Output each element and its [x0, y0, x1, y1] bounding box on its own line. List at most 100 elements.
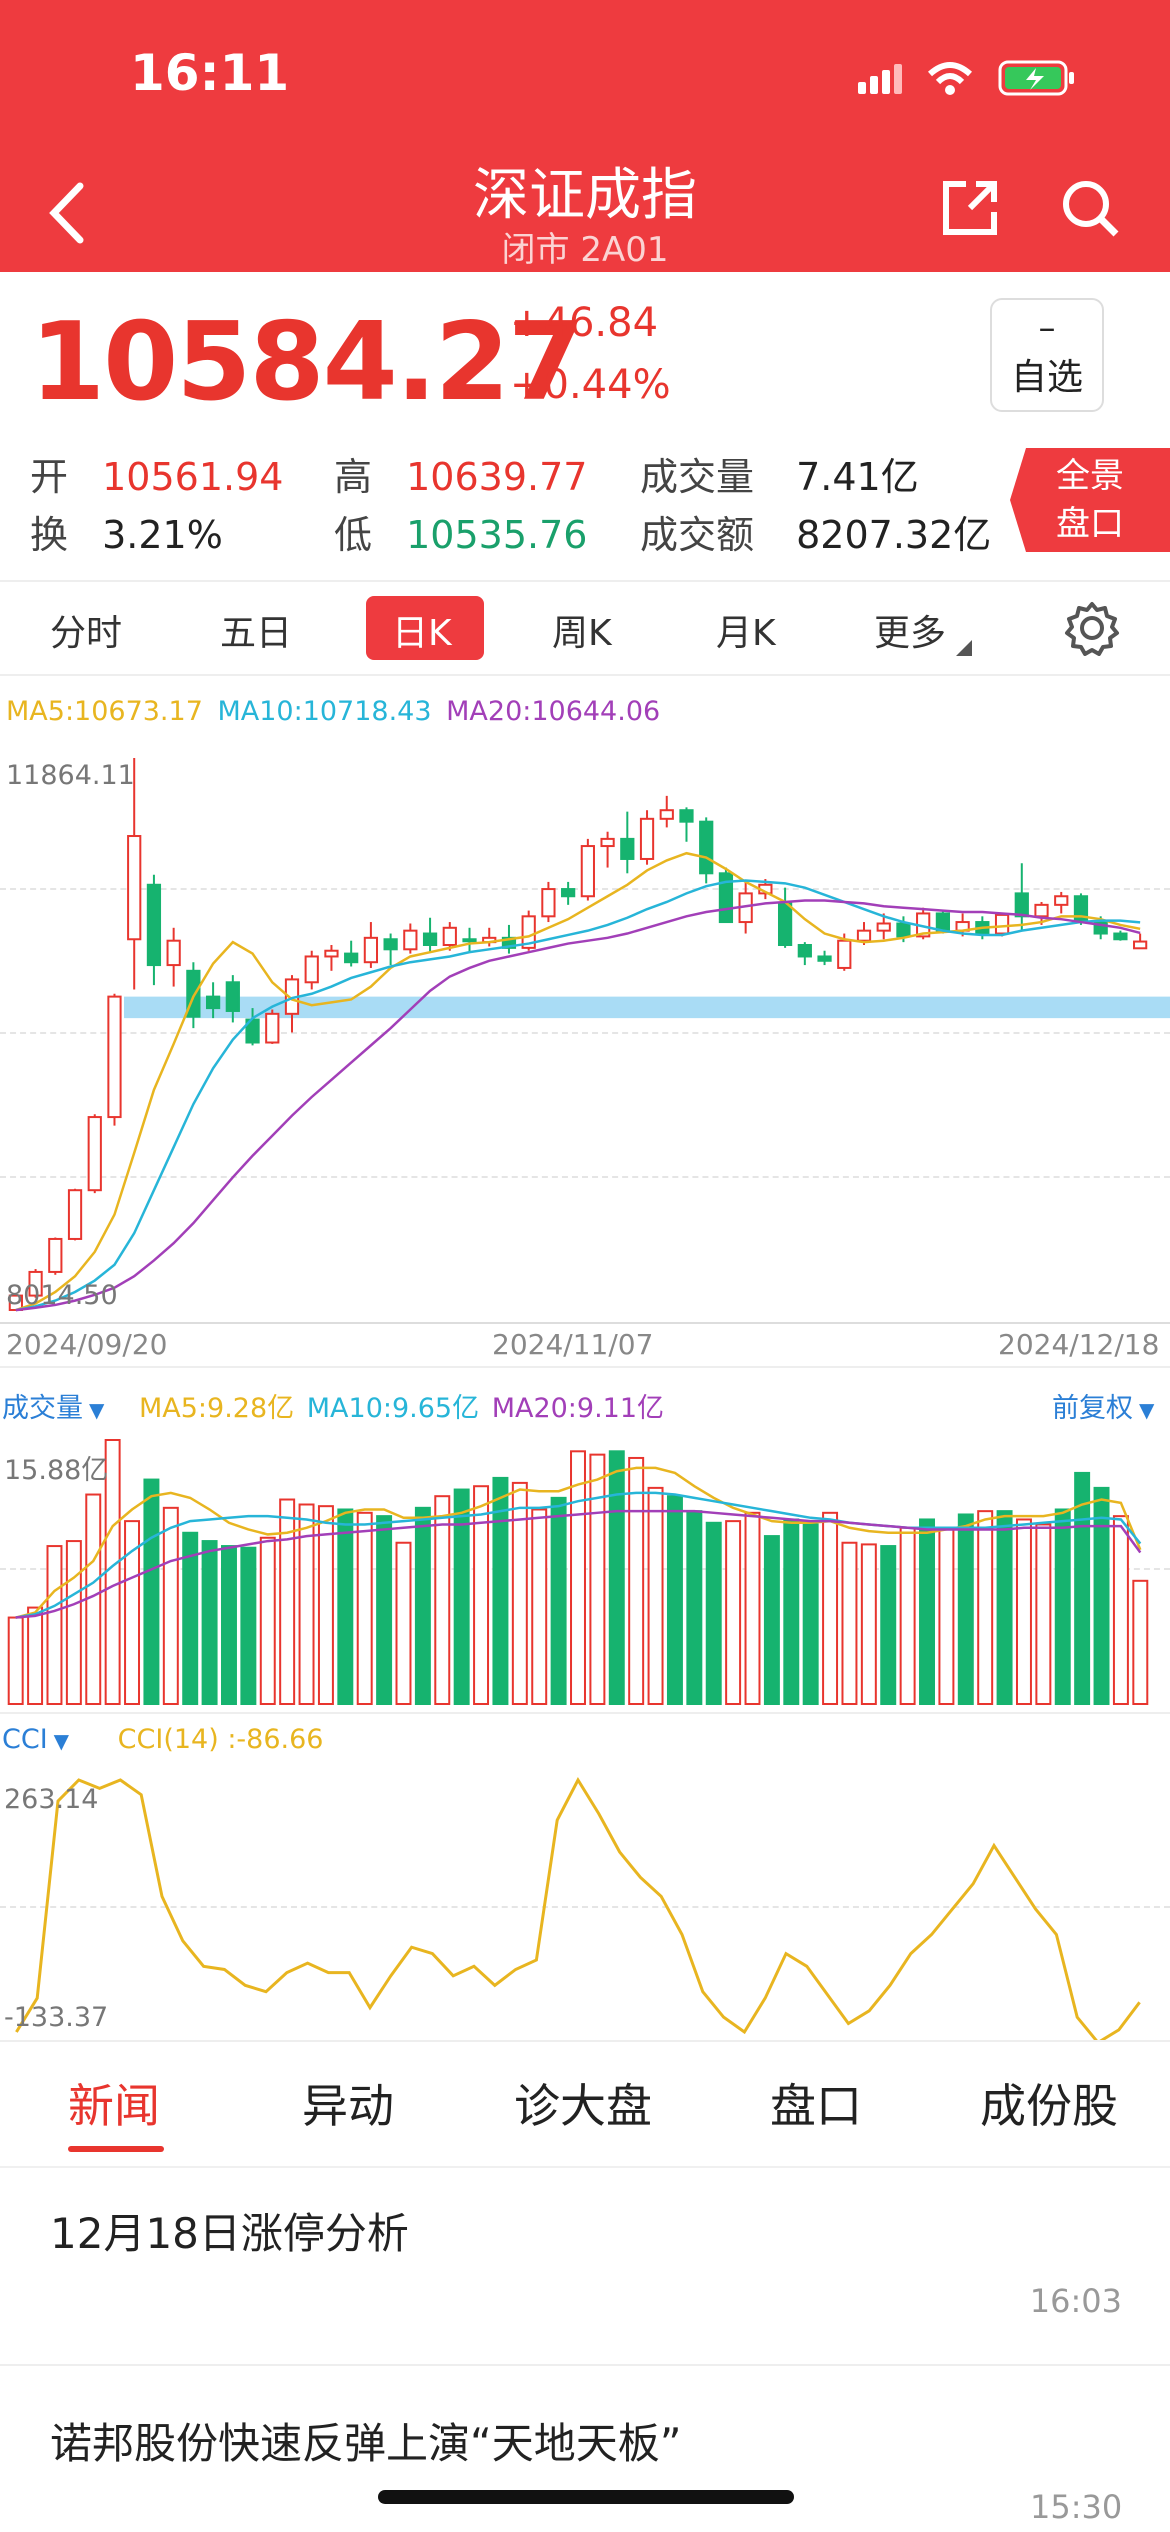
volume-bar [880, 1545, 897, 1705]
share-button[interactable] [940, 178, 1000, 238]
vol-ma20-legend: MA20:9.11亿 [491, 1393, 665, 1424]
volume-bar [725, 1520, 742, 1705]
tab-intraday[interactable]: 分时 [50, 613, 123, 654]
candle-body [856, 929, 872, 942]
tab-weekly-k[interactable]: 周K [552, 613, 612, 654]
tab-constituents[interactable]: 成份股 [980, 2079, 1118, 2133]
volume-chart[interactable]: 15.88亿 [0, 1436, 1170, 1706]
cci-selector[interactable]: CCI [2, 1724, 48, 1755]
vol_ma10-line [15, 1491, 1142, 1619]
cci-svg [15, 1776, 1141, 2040]
vol_ma20-line [15, 1509, 1142, 1619]
market-status: 闭市 2A01 [501, 230, 669, 270]
app-header: 16:11 深证成指 闭市 2A01 [0, 0, 1170, 272]
panorama-line2: 盘口 [1056, 504, 1124, 544]
volume-bar [453, 1488, 470, 1705]
high-value: 10639.77 [406, 455, 588, 499]
x-label-mid: 2024/11/07 [492, 1328, 654, 1361]
active-tab-underline [68, 2146, 164, 2152]
volume-bar [1054, 1508, 1071, 1705]
panorama-line1: 全景 [1056, 456, 1124, 496]
candle-body [659, 809, 674, 820]
status-icons [850, 56, 1090, 96]
candle-body [422, 932, 438, 946]
tab-five-day[interactable]: 五日 [220, 613, 293, 654]
candle-body [777, 902, 793, 946]
volume-bar [570, 1450, 586, 1706]
volume-svg [7, 1439, 1149, 1706]
volume-bar [744, 1511, 761, 1706]
news-item-title[interactable]: 诺邦股份快速反弹上演“天地天板” [50, 2419, 682, 2468]
volume-bar [473, 1485, 490, 1705]
kline-svg [8, 758, 1170, 1312]
candle-body [1113, 932, 1128, 941]
candle-body [462, 938, 477, 943]
y-max-label: 11864.11 [6, 760, 135, 791]
gridline [0, 1032, 1170, 1034]
divider [0, 1366, 1170, 1368]
tab-daily-k[interactable]: 日K [392, 613, 452, 654]
volume-legend: 成交量 ▼ MA5:9.28亿 MA10:9.65亿 MA20:9.11亿 [2, 1386, 664, 1425]
volume-bar [317, 1505, 334, 1705]
news-item-time: 16:03 [1029, 2282, 1122, 2320]
candle-body [541, 888, 556, 918]
open-row: 开 10561.94 [30, 446, 283, 501]
candle-body [363, 936, 379, 964]
volume-bar [27, 1606, 44, 1705]
candle-body [127, 835, 142, 941]
candle-body [1034, 903, 1049, 918]
x-label-start: 2024/09/20 [6, 1328, 168, 1361]
cci-line [15, 1776, 1141, 2040]
volume-bar [434, 1495, 451, 1705]
volume-bar [492, 1476, 509, 1705]
chevron-left-icon [49, 182, 84, 244]
candle-body [521, 915, 536, 949]
add-favorite-button[interactable]: – 自选 [990, 298, 1104, 412]
cci-chart[interactable]: 263.14 -133.37 [0, 1774, 1170, 2040]
candle-body [48, 1237, 63, 1273]
candle-body [304, 955, 319, 984]
volume-bar [996, 1510, 1013, 1705]
settings-button[interactable] [1064, 600, 1120, 656]
tab-monthly-k[interactable]: 月K [716, 613, 776, 654]
volume-bar [1015, 1518, 1032, 1706]
tab-order-book[interactable]: 盘口 [770, 2079, 862, 2133]
back-button[interactable] [44, 178, 94, 248]
kline-chart[interactable]: 11864.11 8014.50 [0, 744, 1170, 1324]
candle-body [324, 949, 339, 958]
candle-body [1133, 940, 1148, 950]
volume-bar [182, 1531, 199, 1705]
open-value: 10561.94 [102, 455, 284, 499]
tab-more[interactable]: 更多 [874, 613, 947, 654]
candle-body [837, 939, 852, 969]
support-band [124, 996, 1170, 1019]
panorama-button[interactable]: 全景 盘口 [1010, 448, 1170, 552]
volume-bar [531, 1508, 548, 1705]
candle-body [28, 1270, 43, 1297]
volume-bar [279, 1498, 296, 1705]
ma20-line [15, 899, 1141, 1312]
volume-bar [763, 1535, 780, 1705]
volume-bar [686, 1510, 703, 1705]
news-item-title[interactable]: 12月18日涨停分析 [50, 2209, 409, 2258]
adjust-selector[interactable]: 前复权 ▼ [1052, 1386, 1154, 1425]
tab-diagnosis[interactable]: 诊大盘 [514, 2079, 652, 2133]
candle-body [205, 995, 221, 1010]
gear-icon [1065, 602, 1119, 656]
search-button[interactable] [1060, 178, 1120, 238]
divider [0, 674, 1170, 676]
tab-news[interactable]: 新闻 [68, 2079, 160, 2133]
price-change: +46.84 [510, 300, 659, 346]
volume-bar [783, 1518, 800, 1706]
gridline [0, 1176, 1170, 1178]
volume-selector[interactable]: 成交量 [2, 1393, 83, 1424]
volume-row: 成交量 7.41亿 [640, 446, 919, 501]
volume-bar [221, 1545, 237, 1705]
candle-body [896, 922, 911, 938]
favorite-label: 自选 [1010, 357, 1083, 398]
volume-bar [608, 1450, 625, 1706]
divider [0, 580, 1170, 582]
ma5-legend: MA5:10673.17 [6, 696, 203, 727]
tab-movement[interactable]: 异动 [302, 2079, 394, 2133]
volume-bar [647, 1486, 664, 1706]
